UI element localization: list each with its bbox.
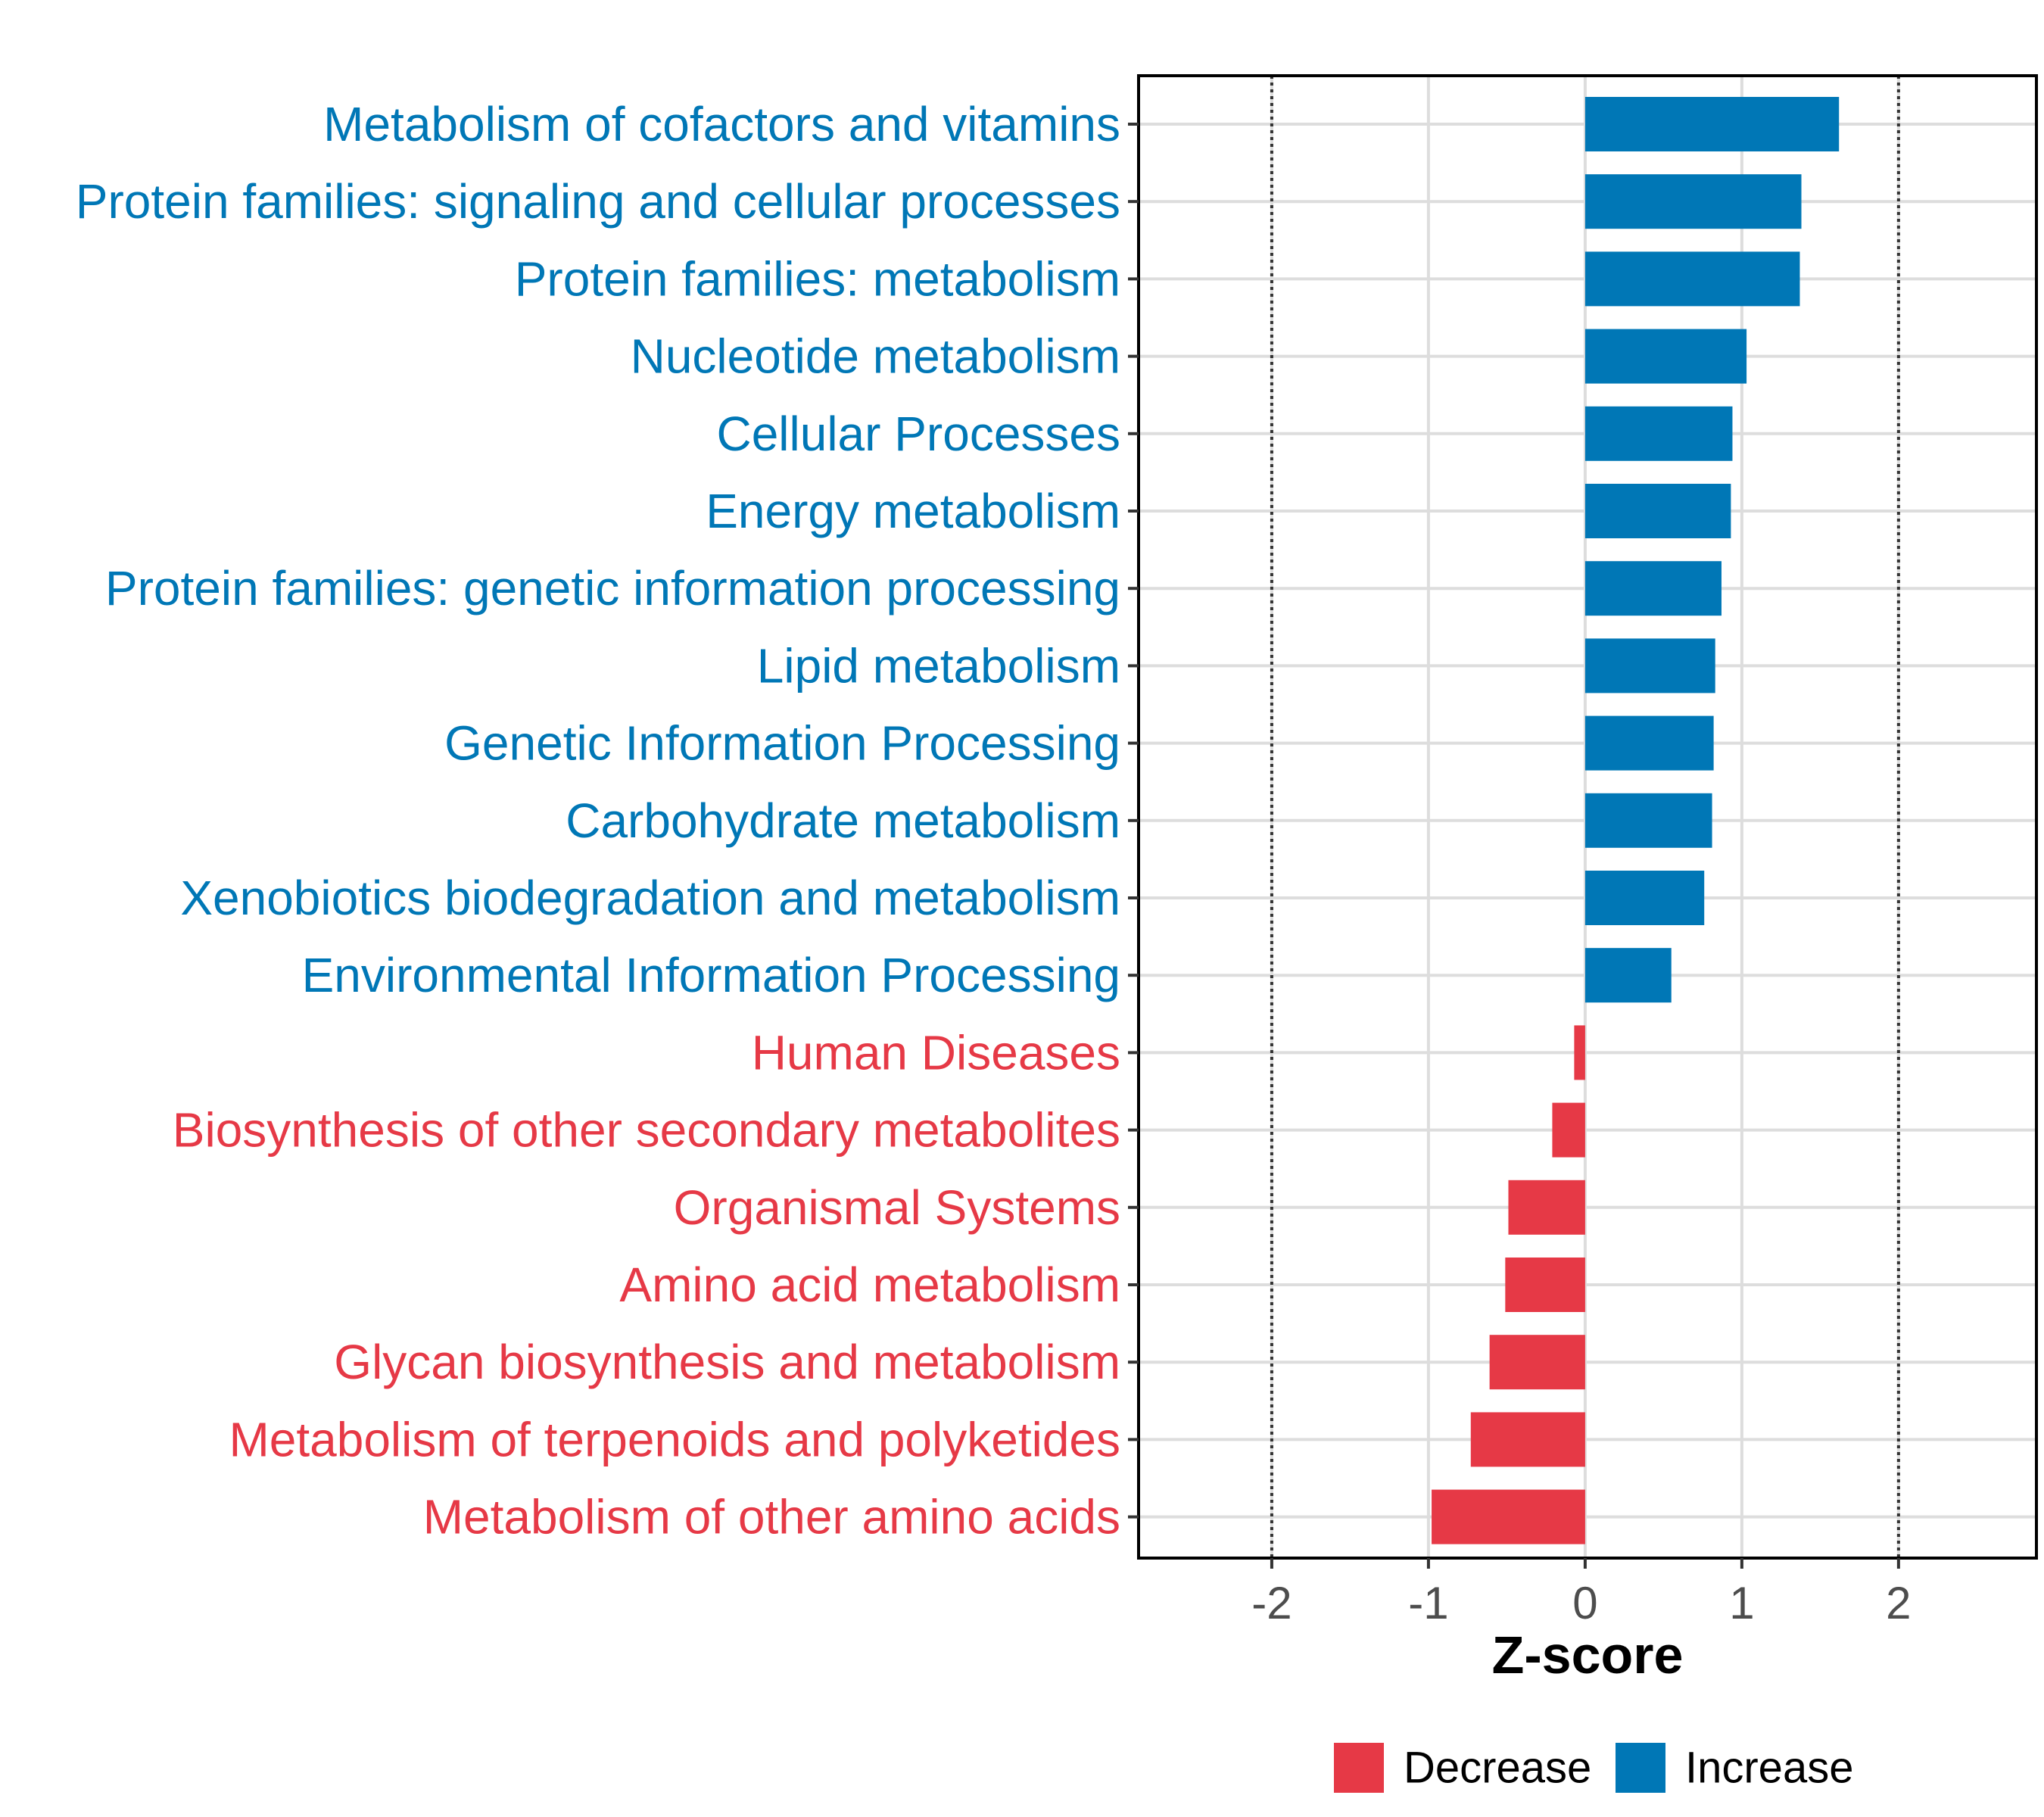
x-axis-title: Z-score [1492, 1625, 1684, 1685]
bar-13 [1574, 1025, 1585, 1080]
bar-18 [1470, 1412, 1585, 1467]
legend-label-decrease: Decrease [1404, 1744, 1591, 1793]
category-label: Lipid metabolism [757, 638, 1120, 693]
bar-6 [1584, 484, 1731, 538]
category-label: Carbohydrate metabolism [566, 793, 1120, 848]
category-label: Energy metabolism [706, 484, 1120, 538]
category-label: Xenobiotics biodegradation and metabolis… [180, 871, 1120, 925]
category-label: Biosynthesis of other secondary metaboli… [173, 1103, 1120, 1158]
x-tick-label: -1 [1408, 1578, 1448, 1628]
category-label: Amino acid metabolism [619, 1258, 1120, 1312]
bar-1 [1584, 97, 1840, 151]
category-label: Protein families: signaling and cellular… [76, 174, 1120, 229]
bar-14 [1552, 1102, 1585, 1158]
x-tick-label: 0 [1572, 1578, 1597, 1628]
panel-border [1137, 74, 2038, 1560]
category-label: Protein families: metabolism [515, 251, 1120, 306]
category-label: Organismal Systems [674, 1180, 1120, 1235]
x-tick-label: -2 [1251, 1578, 1292, 1628]
category-label: Cellular Processes [716, 407, 1120, 461]
bar-2 [1584, 174, 1802, 229]
x-tick-label: 2 [1886, 1578, 1911, 1628]
legend-swatch-decrease [1334, 1743, 1384, 1793]
bar-7 [1584, 561, 1722, 616]
bar-10 [1584, 793, 1712, 848]
bar-12 [1584, 948, 1672, 1003]
legend-label-increase: Increase [1685, 1744, 1853, 1793]
bar-9 [1584, 715, 1714, 771]
bar-4 [1584, 329, 1747, 384]
legend-swatch-increase [1616, 1743, 1665, 1793]
category-label: Metabolism of terpenoids and polyketides [229, 1412, 1120, 1466]
category-label: Protein families: genetic information pr… [105, 561, 1120, 616]
category-label: Genetic Information Processing [444, 716, 1120, 771]
category-label: Environmental Information Processing [302, 948, 1120, 1002]
category-label: Nucleotide metabolism [631, 329, 1120, 384]
category-label: Glycan biosynthesis and metabolism [334, 1335, 1120, 1389]
bar-19 [1432, 1489, 1585, 1544]
bar-5 [1584, 406, 1733, 461]
bar-17 [1489, 1335, 1585, 1390]
bar-8 [1584, 638, 1715, 693]
category-label: Metabolism of other amino acids [423, 1490, 1120, 1544]
bar-11 [1584, 871, 1705, 925]
bar-16 [1505, 1258, 1585, 1312]
bar-3 [1584, 251, 1800, 307]
x-tick-label: 1 [1729, 1578, 1754, 1628]
category-label: Metabolism of cofactors and vitamins [323, 97, 1120, 151]
category-label: Human Diseases [752, 1025, 1120, 1080]
bar-15 [1508, 1180, 1585, 1235]
